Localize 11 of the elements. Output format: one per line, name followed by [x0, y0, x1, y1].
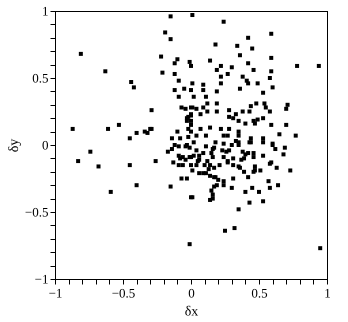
y-tick-label: −1 [34, 272, 48, 286]
x-tick-label: 1 [324, 286, 331, 300]
y-tick-label: 1 [42, 4, 48, 18]
y-tick-label: 0.5 [32, 70, 48, 86]
x-tick-label: −0.5 [112, 286, 136, 300]
y-tick-label: 0 [42, 138, 48, 152]
y-axis-title: δy [6, 138, 22, 152]
x-tick-label: 0 [188, 286, 195, 300]
x-axis-title: δx [184, 304, 198, 320]
x-tick-label: 0.5 [251, 286, 268, 300]
y-tick-label: −0.5 [24, 204, 48, 220]
